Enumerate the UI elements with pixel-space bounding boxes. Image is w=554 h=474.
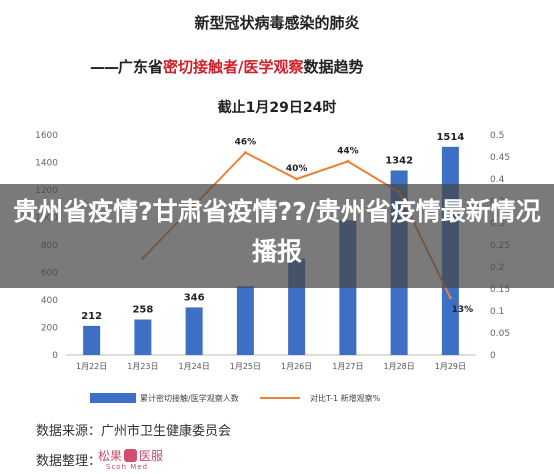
logo-mark-icon (124, 449, 138, 462)
subtitle-dash: —— (90, 58, 119, 76)
chart-subtitle: ——广东省密切接触者/医学观察数据趋势 (90, 56, 364, 77)
bar-1月25日 (236, 286, 254, 355)
bar-value-label: 258 (132, 305, 153, 316)
legend-bar-label: 累计密切接触/医学观察人数 (140, 393, 239, 403)
x-tick-label: 1月22日 (76, 362, 107, 371)
organizer-label: 数据整理： (36, 454, 102, 469)
y-left-tick-label: 200 (41, 324, 58, 334)
data-organizer: 数据整理： (36, 450, 101, 469)
x-tick-label: 1月26日 (281, 362, 312, 371)
subtitle-prefix: 广东省 (118, 58, 164, 76)
line-value-label: 44% (337, 146, 359, 156)
x-tick-label: 1月24日 (178, 362, 209, 371)
x-tick-label: 1月27日 (332, 362, 363, 371)
brand-logo: 松果 医服 (98, 447, 163, 464)
overlay-headline[interactable]: 贵州省疫情?甘肃省疫情??/贵州省疫情最新情况播报 (13, 197, 541, 266)
logo-subtext: Scoh Med (106, 463, 149, 471)
bar-1月24日 (185, 307, 203, 355)
y-left-tick-label: 1600 (35, 131, 58, 141)
bar-value-label: 212 (81, 311, 102, 322)
line-point-1月25日 (243, 151, 247, 155)
data-source: 数据来源：广州市卫生健康委员会 (36, 420, 231, 439)
chart-title: 新型冠状病毒感染的肺炎 (194, 14, 360, 32)
y-right-tick-label: 0.5 (490, 131, 504, 141)
line-point-1月29日 (448, 296, 452, 300)
x-tick-label: 1月28日 (383, 362, 414, 371)
y-right-tick-label: 0.05 (490, 329, 510, 339)
bar-value-label: 1514 (436, 132, 464, 143)
y-right-tick-label: 0.45 (490, 153, 510, 163)
y-left-tick-label: 1400 (35, 159, 58, 169)
subtitle-suffix: 数据趋势 (303, 58, 364, 76)
subtitle-highlight: 密切接触者/医学观察 (163, 58, 304, 76)
line-value-label: 46% (235, 138, 257, 148)
y-right-tick-label: 0.4 (490, 175, 505, 185)
overlay-banner (0, 184, 554, 288)
y-right-tick-label: 0.1 (490, 307, 504, 317)
bar-1月22日 (83, 325, 101, 355)
line-value-label: 13% (452, 305, 474, 315)
source-value: 广州市卫生健康委员会 (101, 424, 232, 439)
line-value-label: 40% (286, 164, 308, 174)
bar-value-label: 1342 (385, 155, 413, 166)
y-right-tick-label: 0.15 (490, 285, 510, 295)
line-point-1月27日 (346, 159, 350, 163)
line-point-1月26日 (295, 177, 299, 181)
y-left-tick-label: 400 (41, 296, 58, 306)
y-right-tick-label: 0 (490, 351, 496, 361)
x-tick-label: 1月25日 (230, 362, 261, 371)
logo-text-2: 医服 (139, 449, 164, 463)
logo-text-1: 松果 (98, 449, 123, 463)
bar-1月23日 (134, 319, 152, 355)
x-tick-label: 1月23日 (127, 362, 158, 371)
legend-line-label: 对比T-1 新增观察% (310, 393, 381, 403)
y-left-tick-label: 0 (52, 351, 58, 361)
bar-value-label: 346 (184, 292, 205, 303)
legend-bar-swatch (90, 393, 136, 403)
date-line: 截止1月29日24时 (217, 100, 337, 116)
x-tick-label: 1月29日 (435, 362, 466, 371)
source-label: 数据来源： (36, 424, 102, 439)
